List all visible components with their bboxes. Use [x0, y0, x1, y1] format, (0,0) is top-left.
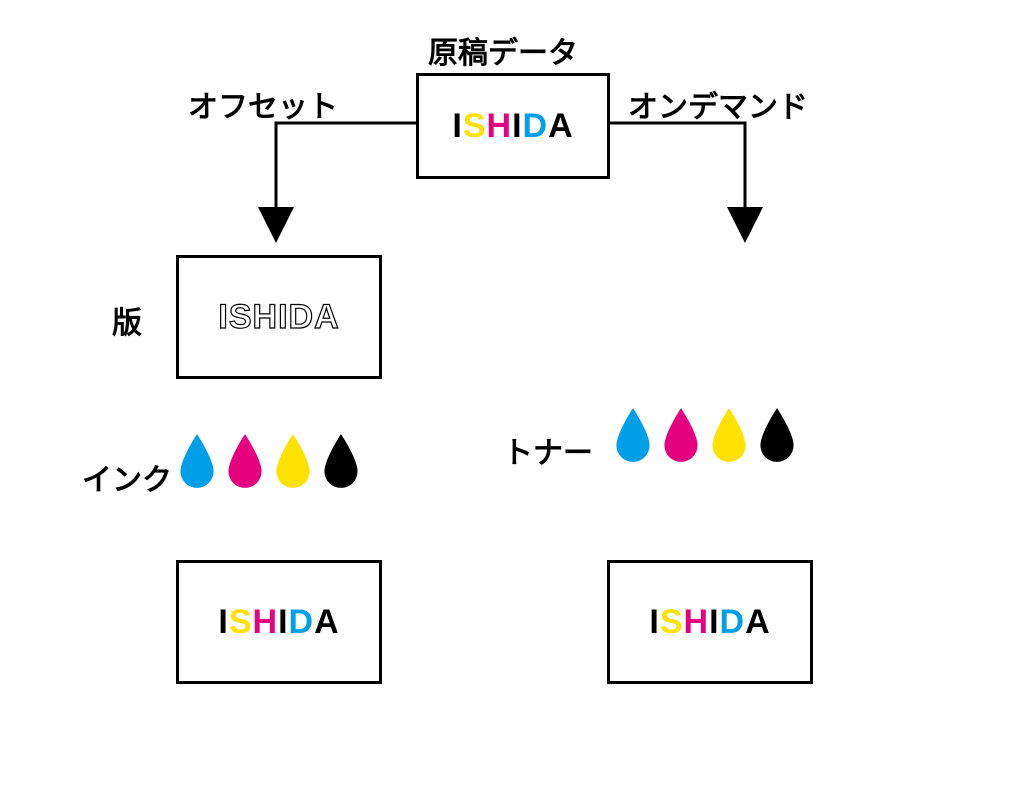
ink-drop-icon — [756, 406, 798, 464]
ink-drop-icon — [272, 432, 314, 490]
label-toner: トナー — [503, 428, 593, 472]
label-plate: 版 — [112, 298, 142, 342]
ink-drop-icon — [660, 406, 702, 464]
toner-drops-cmyk — [612, 406, 798, 464]
ishida-logo: ISHIDA — [218, 603, 339, 642]
ishida-logo: ISHIDA — [452, 107, 573, 146]
box-output-ondemand: ISHIDA — [607, 560, 813, 684]
ink-drop-icon — [224, 432, 266, 490]
box-output-offset: ISHIDA — [176, 560, 382, 684]
ink-drop-icon — [176, 432, 218, 490]
box-printing-plate: ISHIDA — [176, 255, 382, 379]
box-source-data: ISHIDA — [416, 73, 610, 179]
label-source-data: 原稿データ — [428, 28, 578, 72]
ink-drop-icon — [612, 406, 654, 464]
ishida-logo: ISHIDA — [218, 298, 339, 337]
ink-drop-icon — [320, 432, 362, 490]
diagram-canvas: 原稿データ オフセット オンデマンド 版 インク トナー ISHIDA ISHI… — [0, 0, 1024, 785]
ink-drops-cmyk — [176, 432, 362, 490]
label-ondemand-branch: オンデマンド — [628, 82, 808, 126]
label-ink: インク — [82, 455, 172, 499]
ishida-logo: ISHIDA — [649, 603, 770, 642]
ink-drop-icon — [708, 406, 750, 464]
label-offset-branch: オフセット — [188, 82, 338, 126]
